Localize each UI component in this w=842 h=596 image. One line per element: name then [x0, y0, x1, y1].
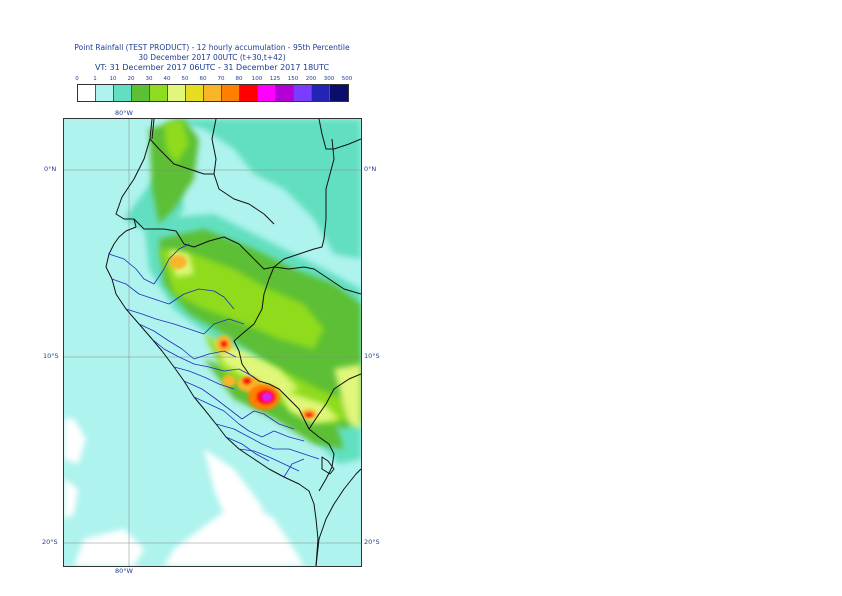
legend-swatch: [186, 85, 204, 101]
lat-label-right-10s: 10°S: [364, 352, 380, 360]
dry-areas: [64, 419, 304, 566]
legend-tick-label: 60: [199, 76, 207, 82]
legend-tick-label: 70: [217, 76, 225, 82]
map-canvas: [64, 119, 361, 566]
legend-tick-label: 30: [145, 76, 153, 82]
graticule: [64, 119, 361, 566]
legend-tick-label: 300: [323, 76, 335, 82]
title-line-2: 30 December 2017 00UTC (t+30,t+42): [138, 53, 286, 62]
legend-tick-label: 20: [127, 76, 135, 82]
legend-tick-label: 40: [163, 76, 171, 82]
legend-tick-label: 10: [109, 76, 117, 82]
legend-tick-label: 125: [269, 76, 281, 82]
legend-tick-label: 80: [235, 76, 243, 82]
legend-swatch: [222, 85, 240, 101]
legend-tick-label: 0: [75, 76, 79, 82]
legend-tick-label: 1: [93, 76, 97, 82]
legend-swatch: [132, 85, 150, 101]
legend-swatch: [96, 85, 114, 101]
lon-label-bottom: 80°W: [115, 567, 133, 575]
legend-swatch: [204, 85, 222, 101]
legend-swatch: [240, 85, 258, 101]
legend-swatch: [330, 85, 348, 101]
legend-swatch: [312, 85, 330, 101]
legend-swatch: [294, 85, 312, 101]
legend-swatch: [150, 85, 168, 101]
lat-label-right-20s: 20°S: [364, 538, 380, 546]
lat-label-left-10s: 10°S: [43, 352, 59, 360]
legend-swatch: [78, 85, 96, 101]
legend-tick-label: 100: [251, 76, 263, 82]
regional-borders: [108, 243, 320, 478]
country-borders: [105, 119, 361, 566]
legend-tick-label: 200: [305, 76, 317, 82]
lat-label-left-0: 0°N: [44, 165, 57, 173]
legend-tick-label: 500: [341, 76, 353, 82]
lat-label-right-0: 0°N: [364, 165, 377, 173]
legend-swatch: [276, 85, 294, 101]
legend-tick-label: 50: [181, 76, 189, 82]
legend-swatch: [168, 85, 186, 101]
legend-swatch: [258, 85, 276, 101]
lon-label-top: 80°W: [115, 109, 133, 117]
extreme-rain-core: [221, 341, 313, 417]
lat-label-left-20s: 20°S: [42, 538, 58, 546]
title-line-1: Point Rainfall (TEST PRODUCT) - 12 hourl…: [74, 43, 350, 52]
rainfall-map: [63, 118, 362, 567]
legend-swatch: [114, 85, 132, 101]
title-line-3: VT: 31 December 2017 06UTC - 31 December…: [94, 63, 330, 72]
color-legend: [77, 84, 349, 102]
legend-tick-label: 150: [287, 76, 299, 82]
